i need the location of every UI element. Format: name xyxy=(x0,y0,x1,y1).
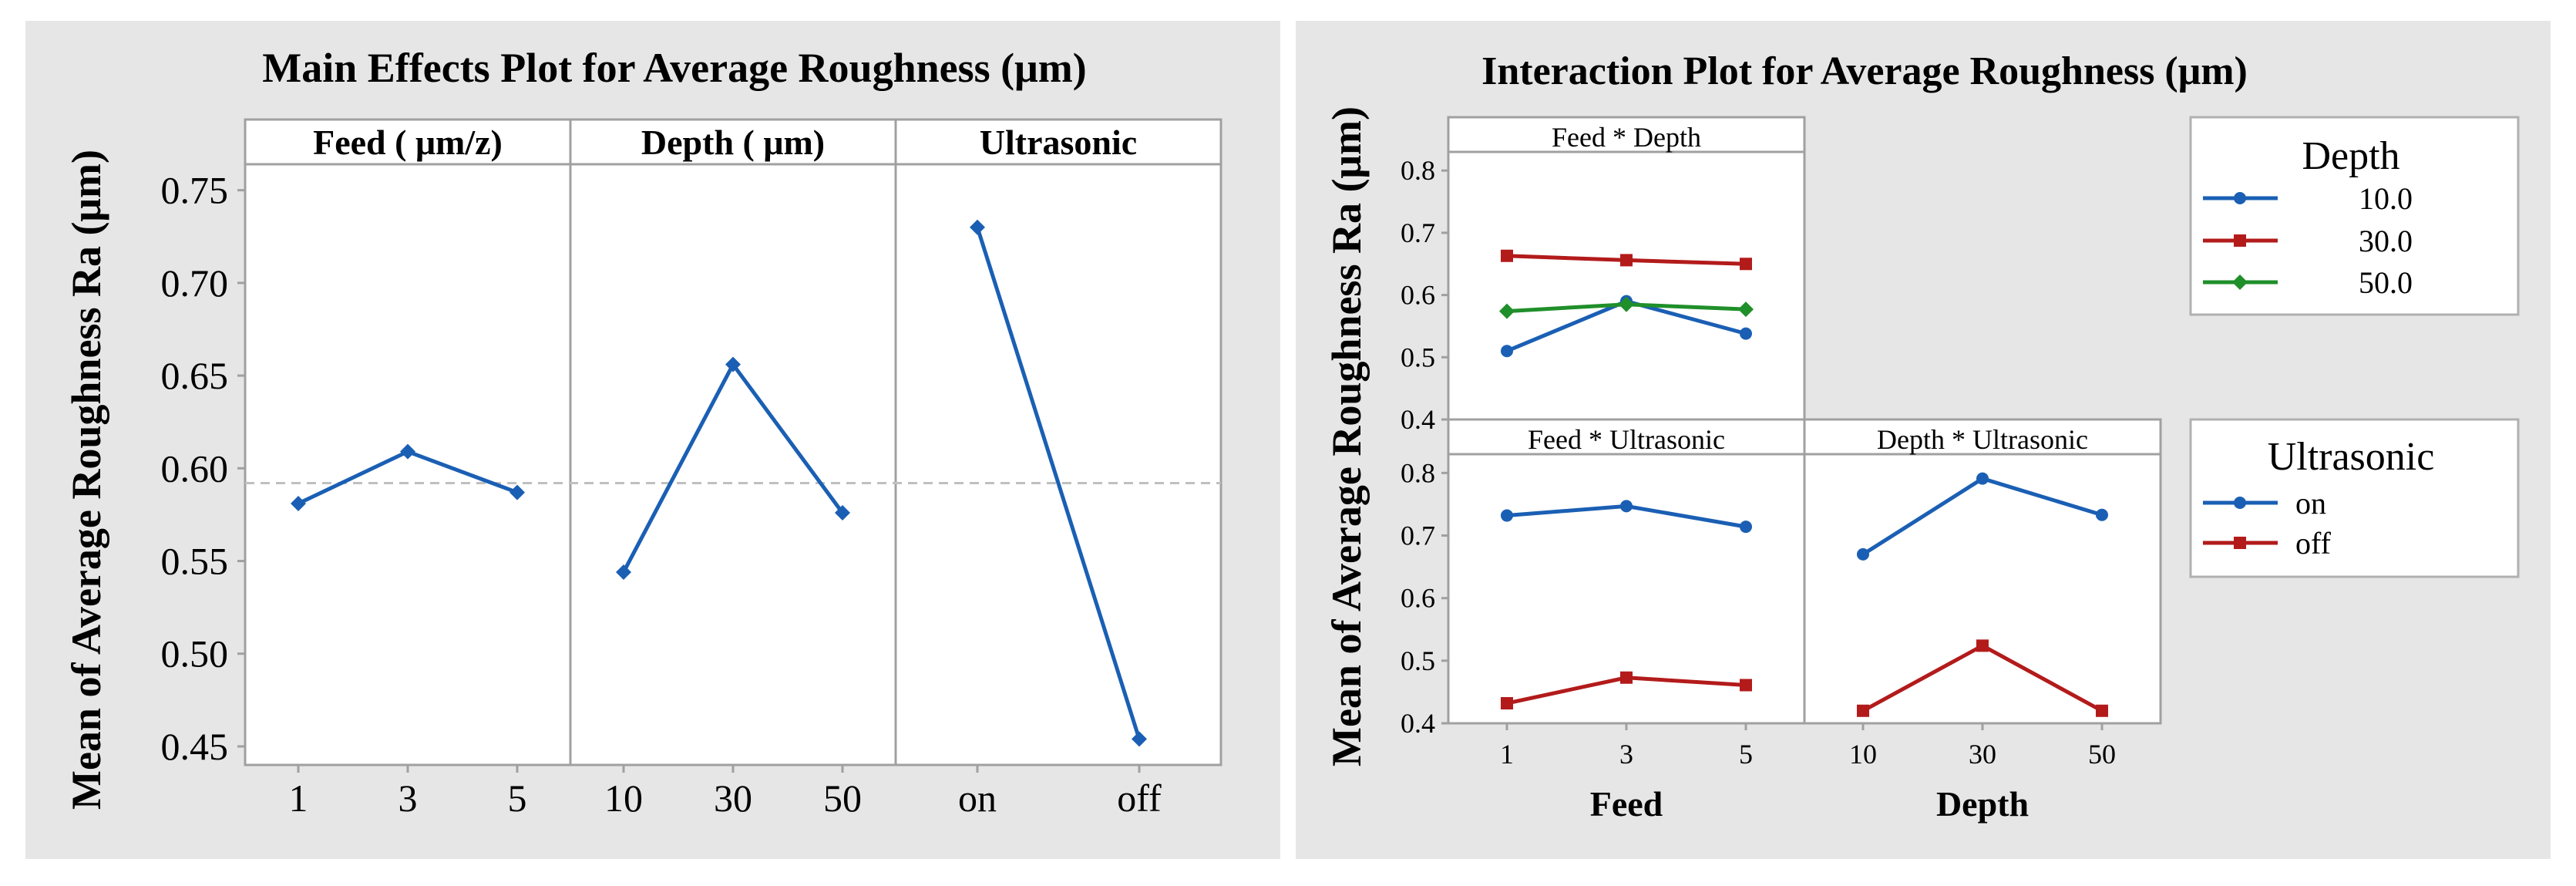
interaction-point xyxy=(2096,704,2108,717)
interaction-point xyxy=(1620,671,1633,684)
y-tick-label: 0.7 xyxy=(1401,217,1435,248)
interaction-point xyxy=(2234,537,2246,549)
main-effect-point xyxy=(835,505,850,521)
interaction-point xyxy=(1857,704,1869,717)
panel-title-feed: Feed ( μm/z) xyxy=(313,123,503,162)
legend-depth-title: Depth xyxy=(2302,134,2399,178)
y-tick-label: 0.50 xyxy=(161,632,229,675)
interaction-point xyxy=(1976,639,1989,652)
interaction-point xyxy=(1620,254,1633,267)
y-tick-label: 0.4 xyxy=(1401,708,1435,739)
main-effects-plot-area xyxy=(244,118,1222,766)
y-tick-label: 0.8 xyxy=(1401,457,1435,488)
interaction-point xyxy=(1740,520,1752,534)
x-tick-label: 1 xyxy=(289,777,308,820)
interaction-point xyxy=(1620,500,1633,513)
panel-title-feed-depth: Feed * Depth xyxy=(1552,122,1701,153)
legend-entry-label: 50.0 xyxy=(2359,265,2413,300)
interaction-panel-depth-ultrasonic xyxy=(1803,418,2162,725)
panel-title-depth: Depth ( μm) xyxy=(641,123,825,162)
interaction-point xyxy=(2234,234,2246,247)
y-tick-label: 0.5 xyxy=(1401,645,1435,676)
interaction-point xyxy=(2232,275,2248,290)
interaction-point xyxy=(1619,296,1634,312)
y-tick-label: 0.65 xyxy=(161,354,229,397)
interaction-point xyxy=(1499,303,1515,319)
legend-entry-label: on xyxy=(2295,486,2326,520)
interaction-point xyxy=(1857,547,1869,561)
interaction-ylabel: Mean of Average Roughness Ra (μm) xyxy=(1323,106,1370,766)
interaction-point xyxy=(1501,509,1513,522)
legend-entry-label: 30.0 xyxy=(2359,224,2413,258)
panel-title-depth-ultrasonic: Depth * Ultrasonic xyxy=(1877,424,2088,455)
x-tick-label: 5 xyxy=(1739,739,1753,770)
interaction-point xyxy=(1976,472,1989,485)
y-tick-label: 0.4 xyxy=(1401,404,1435,435)
x-tick-label: 1 xyxy=(1500,739,1514,770)
x-tick-label: 3 xyxy=(399,777,418,820)
y-tick-label: 0.75 xyxy=(161,169,229,212)
panel-title-ultrasonic: Ultrasonic xyxy=(980,123,1137,162)
x-tick-label: 30 xyxy=(714,777,752,820)
interaction-point xyxy=(1740,679,1752,692)
interaction-point xyxy=(1740,327,1752,340)
legend-entry-label: off xyxy=(2295,526,2332,561)
main-effect-point xyxy=(291,495,306,511)
y-tick-label: 0.55 xyxy=(161,540,229,583)
y-tick-label: 0.8 xyxy=(1401,155,1435,186)
main-effect-point xyxy=(1132,731,1147,747)
main-effect-point xyxy=(509,484,525,500)
x-tick-label: on xyxy=(958,777,997,820)
y-tick-label: 0.6 xyxy=(1401,583,1435,614)
interaction-xlabel-depth: Depth xyxy=(1936,784,2029,824)
x-tick-label: 10 xyxy=(604,777,643,820)
main-effects-title: Main Effects Plot for Average Roughness … xyxy=(262,45,1086,91)
legend-ultrasonic-title: Ultrasonic xyxy=(2268,435,2435,479)
y-tick-label: 0.7 xyxy=(1401,520,1435,551)
main-effects-ylabel: Mean of Average Roughness Ra (μm) xyxy=(63,150,109,810)
x-tick-label: 3 xyxy=(1619,739,1633,770)
x-tick-label: 50 xyxy=(823,777,862,820)
x-tick-label: off xyxy=(1117,777,1162,820)
y-tick-label: 0.5 xyxy=(1401,342,1435,372)
interaction-point xyxy=(1740,258,1752,271)
panel-title-feed-ultrasonic: Feed * Ultrasonic xyxy=(1528,424,1725,455)
x-tick-label: 30 xyxy=(1969,739,1996,770)
y-tick-label: 0.6 xyxy=(1401,280,1435,311)
legend-entry-label: 10.0 xyxy=(2359,181,2413,216)
interaction-point xyxy=(1738,302,1754,318)
main-effect-point xyxy=(725,356,741,372)
interaction-title: Interaction Plot for Average Roughness (… xyxy=(1481,49,2248,93)
main-effect-line xyxy=(975,226,1142,740)
interaction-xlabel-feed: Feed xyxy=(1590,784,1663,824)
y-tick-label: 0.45 xyxy=(161,725,229,768)
interaction-point xyxy=(2234,497,2246,509)
interaction-point xyxy=(1501,345,1513,358)
x-tick-label: 5 xyxy=(508,777,527,820)
x-tick-label: 50 xyxy=(2088,739,2116,770)
main-effect-point xyxy=(970,219,985,235)
y-tick-label: 0.70 xyxy=(161,261,229,305)
main-effect-point xyxy=(616,564,631,580)
interaction-point xyxy=(2096,508,2108,521)
interaction-point xyxy=(1501,249,1513,262)
interaction-point xyxy=(2234,192,2246,204)
legend-ultrasonic xyxy=(2189,418,2520,578)
x-tick-label: 10 xyxy=(1849,739,1877,770)
main-effect-point xyxy=(400,443,415,460)
interaction-point xyxy=(1501,697,1513,710)
y-tick-label: 0.60 xyxy=(161,446,229,490)
